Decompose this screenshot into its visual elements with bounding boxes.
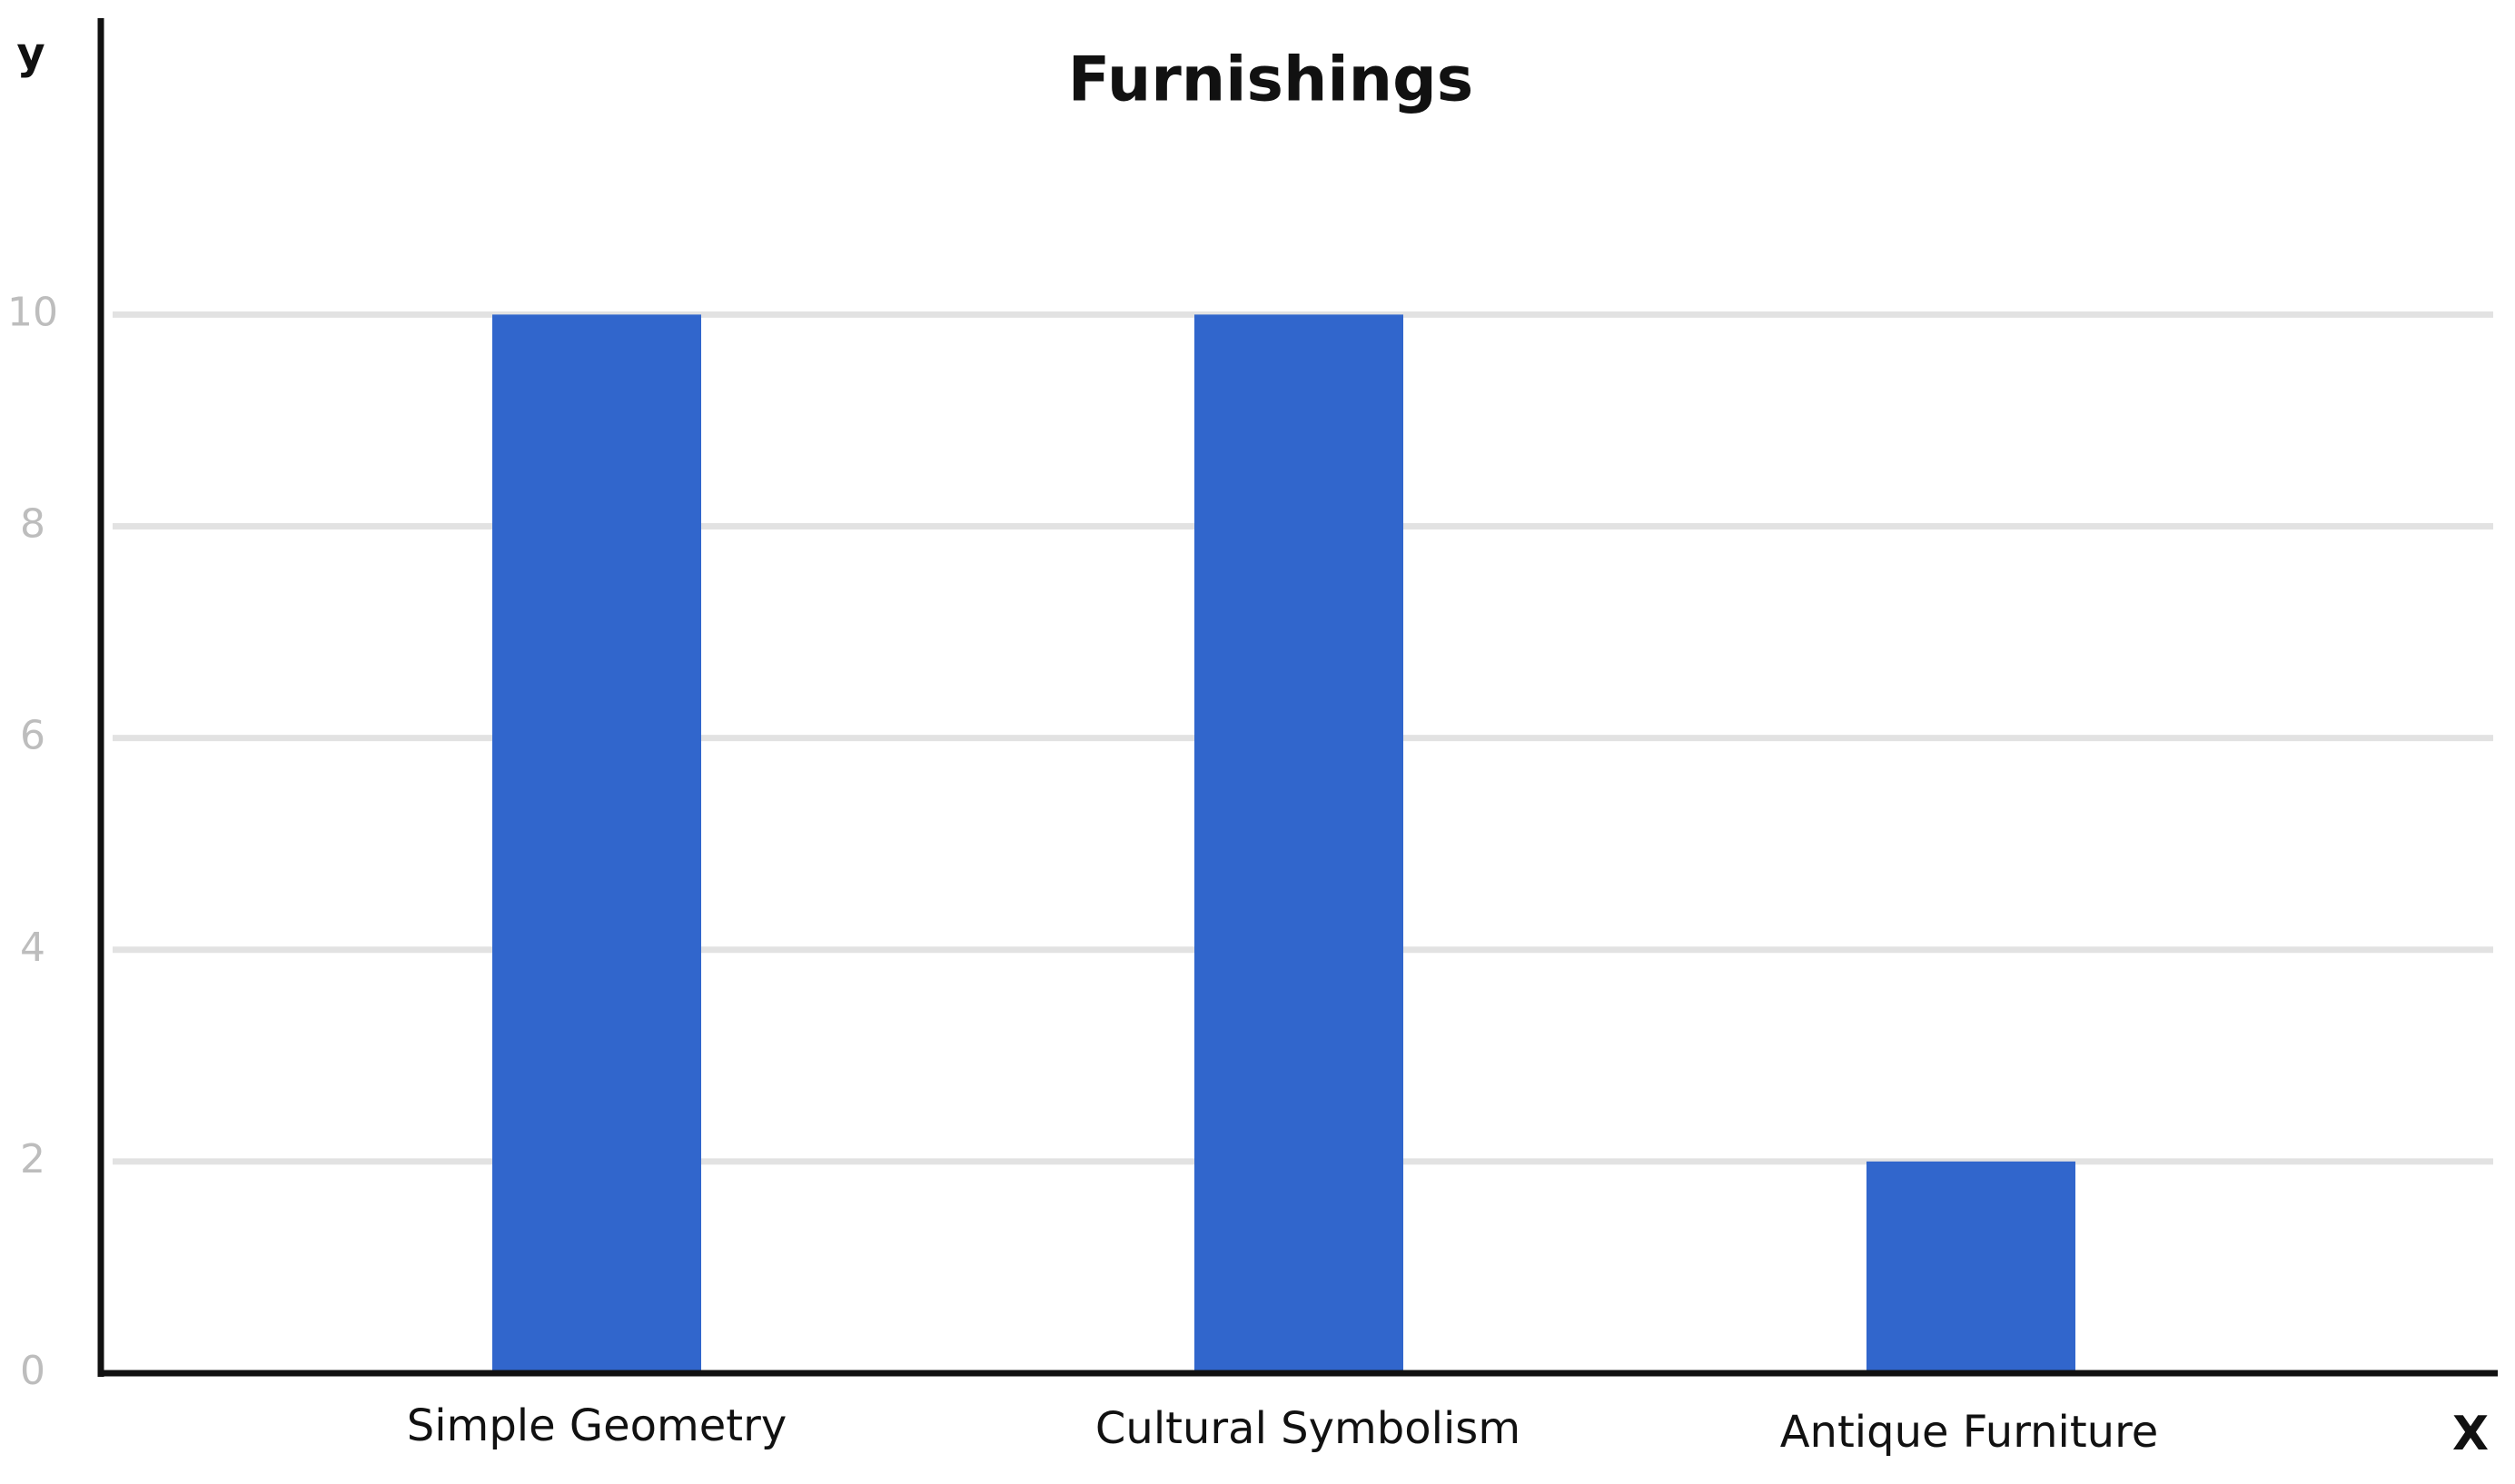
x-tick-label: Antique Furniture	[1780, 1407, 2159, 1458]
x-axis-label: X	[2452, 1407, 2489, 1461]
bar	[492, 314, 701, 1373]
y-tick-label: 10	[7, 289, 58, 335]
x-tick-label: Cultural Symbolism	[1095, 1403, 1520, 1454]
bar	[1866, 1161, 2075, 1373]
x-tick-label: Simple Geometry	[407, 1400, 787, 1451]
y-tick-label: 6	[20, 713, 45, 759]
bar	[1194, 314, 1403, 1373]
y-axis-label: y	[16, 28, 45, 79]
chart-title: Furnishings	[1068, 45, 1473, 116]
y-tick-label: 4	[20, 925, 45, 971]
y-tick-label: 8	[20, 501, 45, 548]
y-tick-label: 2	[20, 1136, 45, 1182]
y-tick-label: 0	[20, 1348, 45, 1394]
